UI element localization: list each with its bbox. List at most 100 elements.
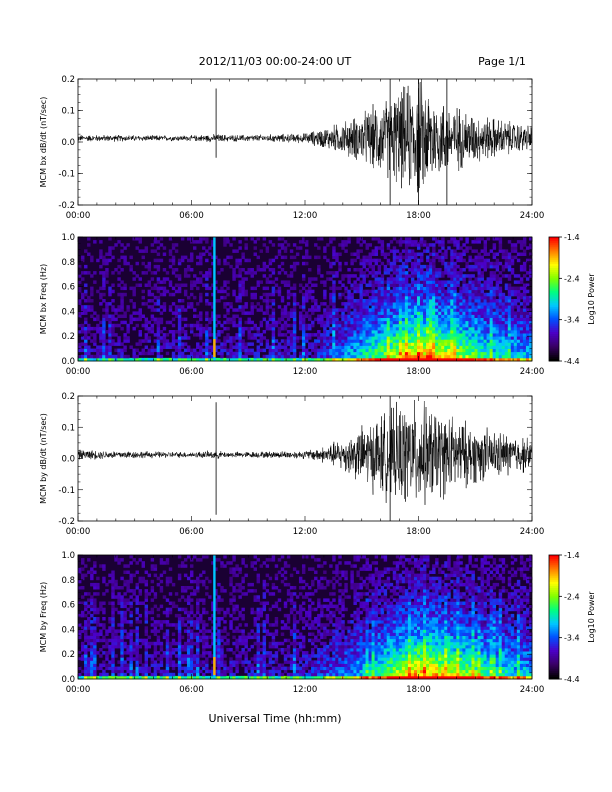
spectrogram-cell [329, 308, 333, 312]
spectrogram-cell [126, 323, 130, 328]
spectrogram-cell [289, 336, 294, 340]
spectrogram-cell [447, 351, 451, 356]
spectrogram-cell [108, 326, 112, 331]
spectrogram-cell [208, 651, 212, 655]
spectrogram-cell [211, 311, 215, 315]
spectrogram-cell [371, 292, 376, 297]
spectrogram-cell [205, 351, 209, 356]
spectrogram-cell [429, 345, 433, 349]
spectrogram-cell [353, 308, 357, 312]
spectrogram-cell [450, 280, 454, 284]
spectrogram-cell [353, 317, 357, 322]
spectrogram-cell [78, 357, 82, 362]
spectrogram-cell [489, 280, 494, 284]
spectrogram-cell [435, 339, 439, 343]
spectrogram-cell [525, 320, 530, 325]
spectrogram-cell [468, 268, 472, 272]
spectrogram-cell [416, 342, 421, 346]
spectrogram-cell [480, 271, 484, 275]
spectrogram-cell [93, 607, 97, 612]
spectrogram-cell [435, 333, 439, 337]
spectrogram-cell [338, 295, 342, 300]
spectrogram-cell [150, 348, 155, 353]
spectrogram-cell [519, 323, 524, 328]
spectrogram-cell [217, 357, 221, 362]
spectrogram-cell [99, 672, 103, 677]
spectrogram-cell [459, 271, 463, 275]
spectrogram-cell [241, 345, 245, 349]
spectrogram-cell [189, 252, 194, 256]
spectrogram-cell [392, 258, 397, 263]
spectrogram-cell [329, 326, 333, 331]
spectrogram-cell [386, 258, 391, 263]
spectrogram-cell [489, 320, 494, 325]
spectrogram-cell [250, 274, 254, 278]
spectrogram-cell [183, 274, 188, 278]
spectrogram-cell [186, 357, 191, 362]
spectrogram-cell [247, 357, 251, 362]
spectrogram-cell [468, 264, 472, 269]
spectrogram-cell [144, 339, 149, 343]
spectrogram-cell [268, 274, 273, 278]
spectrogram-cell [462, 258, 466, 263]
spectrogram-cell [93, 317, 97, 322]
spectrogram-cell [199, 598, 203, 602]
spectrogram-cell [244, 311, 248, 315]
spectrogram-cell [465, 320, 469, 325]
spectrogram-cell [401, 351, 406, 356]
spectrogram-cell [401, 280, 406, 284]
spectrogram-cell [301, 292, 306, 297]
spectrogram-cell [286, 330, 291, 334]
spectrogram-cell [159, 654, 164, 658]
spectrogram-cell [516, 308, 521, 312]
spectrogram-cell [426, 277, 430, 281]
spectrogram-cell [450, 295, 454, 300]
spectrogram-cell [226, 292, 230, 297]
spectrogram-cell [368, 295, 372, 300]
spectrogram-cell [117, 292, 121, 297]
spectrogram-cell [93, 271, 97, 275]
spectrogram-cell [289, 311, 294, 315]
spectrogram-cell [105, 330, 109, 334]
spectrogram-cell [111, 610, 115, 615]
spectrogram-cell [513, 274, 518, 278]
spectrogram-cell [368, 311, 372, 315]
spectrogram-cell [123, 255, 127, 260]
colorbar-step [549, 243, 559, 246]
spectrogram-cell [129, 666, 133, 671]
spectrogram-cell [480, 336, 484, 340]
spectrogram-cell [462, 308, 466, 312]
spectrogram-cell [199, 620, 203, 624]
spectrogram-cell [141, 249, 145, 253]
spectrogram-cell [84, 669, 88, 674]
spectrogram-cell [329, 311, 333, 315]
colorbar-step [549, 259, 559, 263]
spectrogram-cell [516, 314, 521, 318]
spectrogram-cell [450, 351, 454, 356]
spectrogram-cell [108, 289, 112, 294]
spectrogram-cell [423, 336, 427, 340]
spectrogram-cell [114, 582, 118, 587]
spectrogram-cell [477, 255, 481, 260]
x-tick-label: 06:00 [179, 527, 204, 537]
spectrogram-cell [105, 280, 109, 284]
spectrogram-cell [277, 333, 282, 337]
spectrogram-cell [144, 632, 149, 636]
spectrogram-cell [495, 292, 500, 297]
spectrogram-cell [292, 351, 297, 356]
spectrogram-cell [123, 336, 127, 340]
spectrogram-cell [241, 342, 245, 346]
spectrogram-cell [383, 308, 388, 312]
spectrogram-cell [483, 249, 487, 253]
spectrogram-cell [410, 271, 415, 275]
spectrogram-cell [392, 237, 397, 241]
spectrogram-cell [199, 240, 203, 244]
spectrogram-cell [189, 564, 194, 568]
spectrogram-cell [156, 258, 161, 263]
spectrogram-cell [516, 342, 521, 346]
spectrogram-cell [180, 283, 185, 287]
spectrogram-cell [386, 261, 391, 266]
spectrogram-cell [78, 280, 82, 284]
spectrogram-cell [301, 351, 306, 356]
spectrogram-cell [193, 613, 197, 618]
